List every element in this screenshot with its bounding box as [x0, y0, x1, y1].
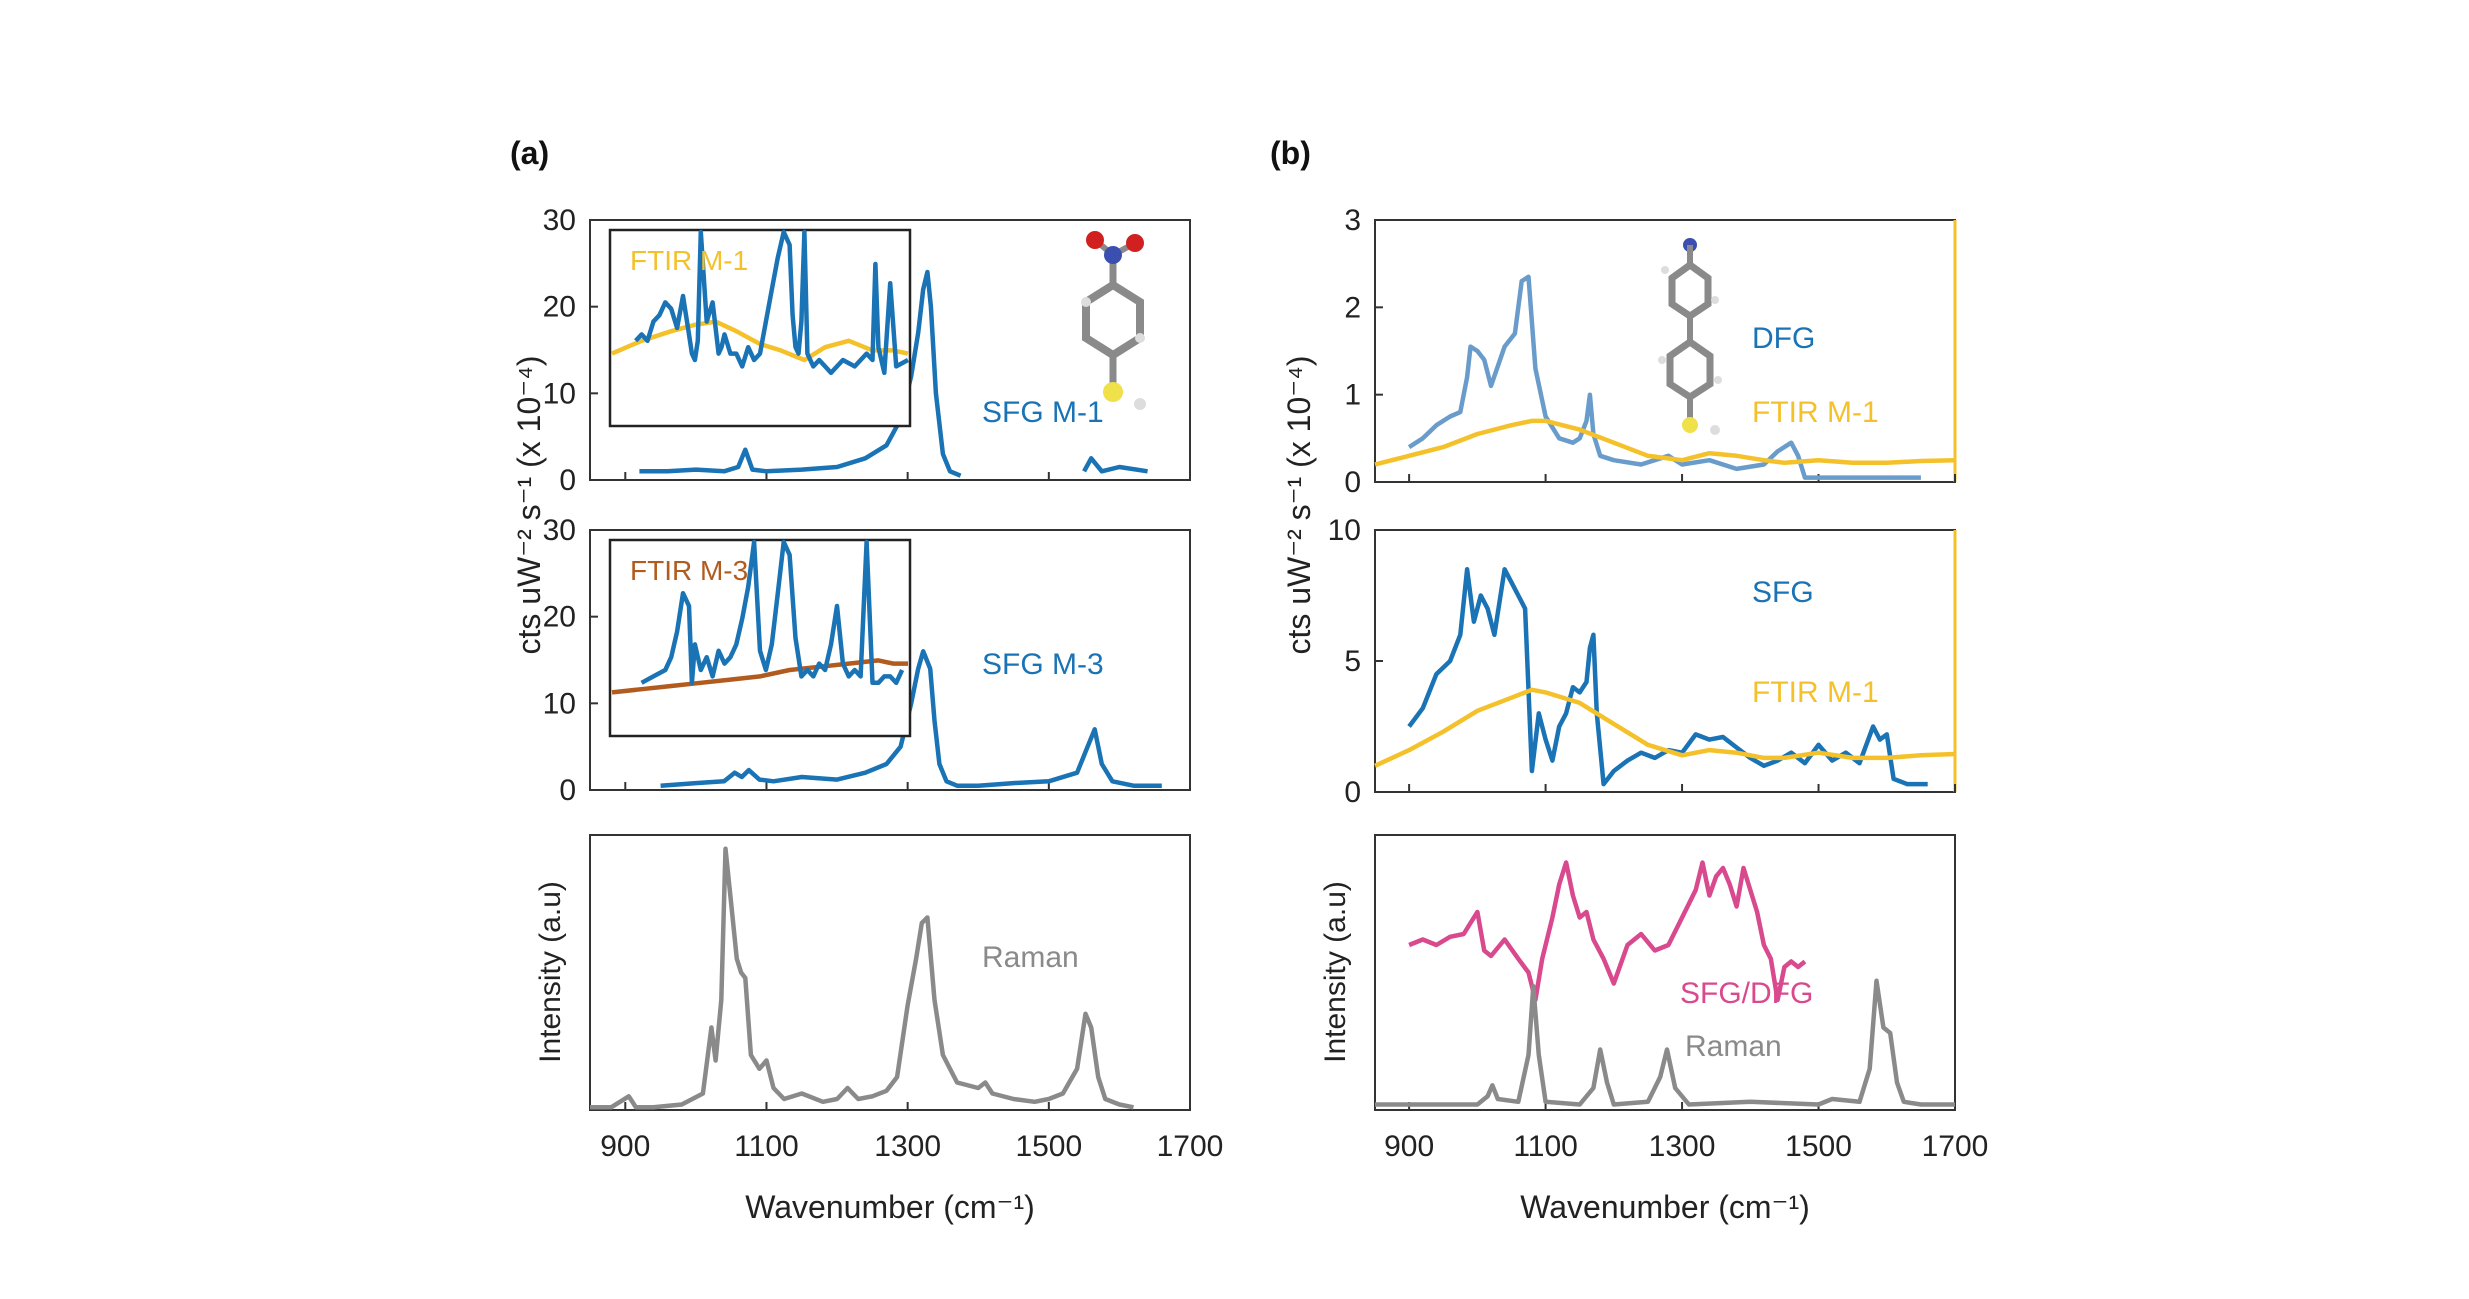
plot-a3-frame: [589, 834, 1191, 1111]
b1-series-ftir-m-1-1: [1374, 418, 1956, 467]
b2-ytick-label: 5: [1344, 645, 1361, 678]
a3-xtick-label: 1300: [874, 1130, 941, 1163]
b1-series-dfg-0: [1407, 274, 1921, 480]
a3-series-raman-0: [590, 846, 1134, 1110]
panel-label-a: (a): [510, 135, 549, 171]
ylabel-b: cts uW⁻² s⁻¹ (x 10⁻⁴): [1281, 355, 1317, 654]
dfg-label: DFG: [1752, 322, 1815, 355]
ratio-label: SFG/DFG: [1680, 977, 1813, 1010]
a1_inset-series-ftir-m-1-0: [611, 319, 909, 363]
plot-a2: 0 10 20 30 FTIR M-3 SFG M-3: [543, 514, 1191, 807]
b3-xtick-label: 1300: [1649, 1130, 1716, 1163]
a1_inset-series-sfg-m-1-1: [634, 229, 910, 376]
a2-ytick-label: 20: [543, 601, 576, 634]
ylabel-raman-b: Intensity (a.u): [1319, 881, 1352, 1063]
b3-series-raman-1: [1375, 978, 1955, 1107]
a3-xtick-label: 1100: [734, 1130, 799, 1163]
a2-ytick-label: 0: [559, 774, 576, 807]
plot-b1-ticks: 0 1 2 3: [1344, 204, 1956, 499]
plot-b3-series: [1375, 860, 1955, 1107]
ylabel-raman-a: Intensity (a.u): [534, 881, 567, 1063]
a3-xtick-label: 1500: [1015, 1130, 1082, 1163]
plot-b1: 0 1 2 3 DFG FTIR M-1: [1344, 204, 1957, 499]
plot-b2: 0 5 10 SFG FTIR M-1: [1328, 514, 1957, 809]
a3-xtick-label: 1700: [1157, 1130, 1224, 1163]
a1-ytick-label: 20: [543, 291, 576, 324]
plot-b3-frame: [1374, 834, 1956, 1111]
b1-ytick-label: 0: [1344, 466, 1361, 499]
b3-xtick-label: 1500: [1785, 1130, 1852, 1163]
a2-ytick-label: 10: [543, 687, 576, 720]
xlabel-a: Wavenumber (cm⁻¹): [745, 1189, 1035, 1225]
b1-ytick-label: 2: [1344, 291, 1361, 324]
b2-ftir-label: FTIR M-1: [1752, 676, 1879, 709]
a2_inset-series-sfg-m-3-1: [640, 539, 905, 686]
plot-b1-series: [1374, 274, 1956, 480]
inset-a1-series: [611, 229, 910, 376]
a3-xtick-label: 900: [600, 1130, 650, 1163]
inset-a2-ftir-label: FTIR M-3: [630, 555, 748, 586]
plot-a3: 900 1100 1300 1500 1700 Raman: [589, 834, 1223, 1163]
plot-a1-series: [639, 269, 1148, 478]
a1-ytick-label: 10: [543, 377, 576, 410]
sfg-m3-label: SFG M-3: [982, 648, 1104, 681]
plot-b3: 900 1100 1300 1500 1700 SFG/DFG Raman: [1374, 834, 1988, 1163]
inset-a2: FTIR M-3: [608, 538, 912, 738]
raman-b-label: Raman: [1685, 1030, 1782, 1063]
a2_inset-series-ftir-m-3-0: [611, 658, 908, 695]
raman-a-label: Raman: [982, 941, 1079, 974]
plot-b1-frame: [1374, 219, 1956, 483]
a1-series-sfg-m-1-1: [1082, 456, 1148, 474]
a1-series-sfg-m-1-0: [639, 269, 962, 478]
b3-xtick-label: 1100: [1513, 1130, 1578, 1163]
molecule-a1-icon: [1081, 231, 1146, 410]
b2-ytick-label: 0: [1344, 776, 1361, 809]
plot-a1-ticks: 0 10 20 30: [543, 204, 1191, 497]
b2-ytick-label: 10: [1328, 514, 1361, 547]
plot-a2-series: [660, 649, 1162, 788]
b2-sfg-label: SFG: [1752, 576, 1814, 609]
plot-a3-ticks: 900 1100 1300 1500 1700: [600, 1102, 1223, 1163]
plot-b3-ticks: 900 1100 1300 1500 1700: [1384, 1102, 1988, 1163]
b3-series-sfg-dfg-0: [1408, 860, 1807, 1003]
b1-ftir-label: FTIR M-1: [1752, 396, 1879, 429]
b2-series-ftir-m-1-1: [1374, 687, 1956, 768]
b3-xtick-label: 900: [1384, 1130, 1434, 1163]
a1-ytick-label: 0: [559, 464, 576, 497]
plot-a2-frame: [589, 529, 1191, 791]
b1-ytick-label: 1: [1344, 379, 1361, 412]
b1-ytick-label: 3: [1344, 204, 1361, 237]
sfg-m1-label: SFG M-1: [982, 396, 1104, 429]
plot-a2-ticks: 0 10 20 30: [543, 514, 1191, 807]
plot-a1-frame: [589, 219, 1191, 481]
a2-ytick-label: 30: [543, 514, 576, 547]
plot-b2-ticks: 0 5 10: [1328, 514, 1956, 809]
inset-a1-frame: [608, 228, 912, 428]
inset-a1-ftir-label: FTIR M-1: [630, 245, 748, 276]
molecule-b1-icon: [1658, 238, 1722, 435]
plot-a1: 0 10 20 30 FTIR M-1 SFG M-1: [543, 204, 1191, 497]
inset-a2-series: [611, 539, 908, 695]
a1-ytick-label: 30: [543, 204, 576, 237]
ylabel-a: cts uW⁻² s⁻¹ (x 10⁻⁴): [511, 355, 547, 654]
panel-label-b: (b): [1270, 135, 1311, 171]
plot-b2-series: [1374, 567, 1956, 787]
xlabel-b: Wavenumber (cm⁻¹): [1520, 1189, 1810, 1225]
inset-a1: FTIR M-1: [608, 228, 912, 428]
plot-a3-series: [590, 846, 1134, 1110]
a2-series-sfg-m-3-0: [660, 649, 1162, 788]
b3-xtick-label: 1700: [1922, 1130, 1989, 1163]
